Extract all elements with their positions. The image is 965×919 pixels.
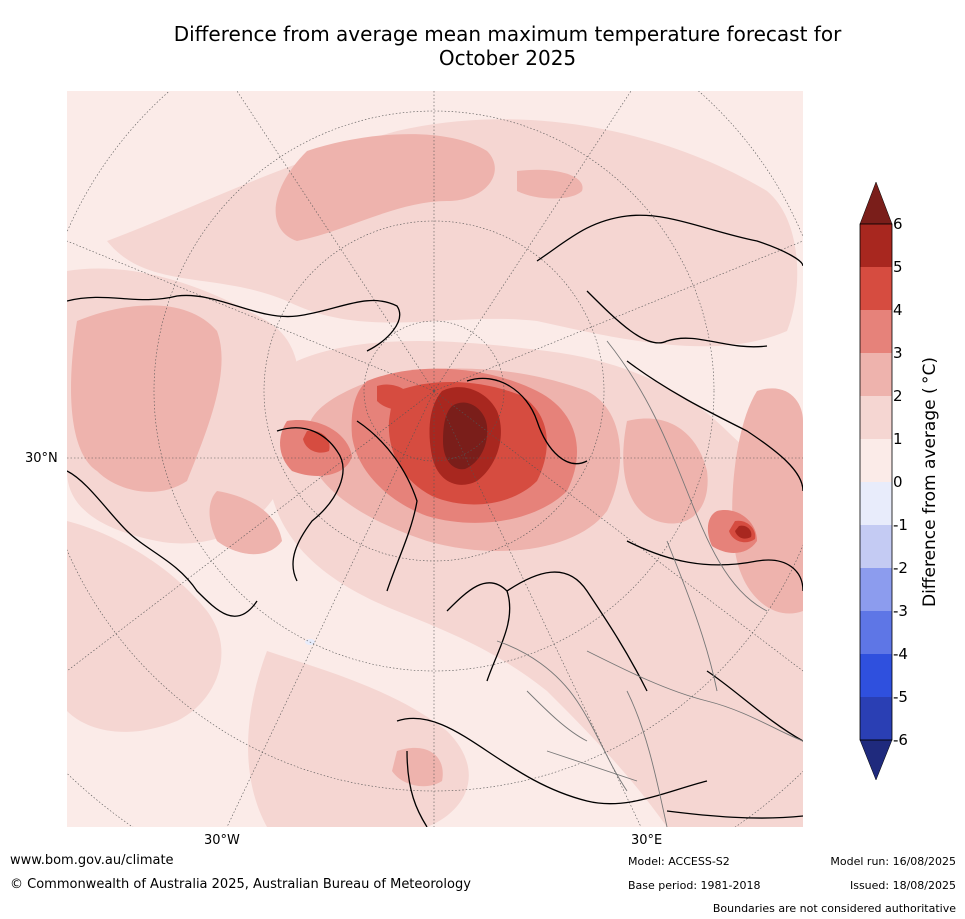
anomaly-over-6-regions bbox=[443, 402, 488, 470]
country-borders bbox=[496, 340, 803, 827]
footer-disclaimer: Boundaries are not considered authoritat… bbox=[712, 902, 956, 915]
colorbar-band-m5-m6 bbox=[860, 697, 892, 740]
colorbar-tick-m2: -2 bbox=[893, 559, 908, 577]
colorbar-band-m1-m2 bbox=[860, 525, 892, 568]
colorbar-band-1-0 bbox=[860, 439, 892, 482]
colorbar-tick-m5: -5 bbox=[893, 688, 908, 706]
colorbar-tick-0: 0 bbox=[893, 473, 903, 491]
colorbar-tick-4: 4 bbox=[893, 301, 903, 319]
colorbar-band-m3-m4 bbox=[860, 611, 892, 654]
footer-copyright: © Commonwealth of Australia 2025, Austra… bbox=[10, 877, 471, 892]
map-title: Difference from average mean maximum tem… bbox=[100, 22, 915, 70]
colorbar-tick-m3: -3 bbox=[893, 602, 908, 620]
colorbar-band-6-5 bbox=[860, 224, 892, 267]
colorbar-band-2-1 bbox=[860, 396, 892, 439]
colorbar-frame bbox=[859, 223, 893, 741]
colorbar-band-0-m1 bbox=[860, 482, 892, 525]
map-svg bbox=[67, 91, 803, 827]
footer-url[interactable]: www.bom.gov.au/climate bbox=[10, 853, 174, 868]
title-line-1: Difference from average mean maximum tem… bbox=[173, 22, 842, 46]
colorbar-tick-3: 3 bbox=[893, 344, 903, 362]
colorbar-tick-m1: -1 bbox=[893, 516, 908, 534]
colorbar-band-m2-m3 bbox=[860, 568, 892, 611]
colorbar-tick-m4: -4 bbox=[893, 645, 908, 663]
colorbar-band-3-2 bbox=[860, 353, 892, 396]
graticule bbox=[67, 91, 803, 827]
colorbar-band-4-3 bbox=[860, 310, 892, 353]
colorbar-tick-1: 1 bbox=[893, 430, 903, 448]
footer-model: Model: ACCESS-S2 bbox=[628, 855, 730, 868]
colorbar-tick-2: 2 bbox=[893, 387, 903, 405]
lat-label-30n: 30°N bbox=[25, 451, 58, 466]
colorbar-tick-6: 6 bbox=[893, 215, 903, 233]
footer-base-period: Base period: 1981-2018 bbox=[628, 879, 761, 892]
lon-label-30e: 30°E bbox=[631, 833, 663, 848]
title-line-2: October 2025 bbox=[438, 46, 577, 70]
footer-issued: Issued: 18/08/2025 bbox=[849, 879, 956, 892]
colorbar bbox=[858, 180, 918, 785]
colorbar-label: Difference from average ( °C) bbox=[920, 356, 940, 608]
footer-model-run: Model run: 16/08/2025 bbox=[830, 855, 956, 868]
colorbar-svg bbox=[859, 181, 893, 781]
coastlines bbox=[67, 214, 803, 827]
forecast-map[interactable] bbox=[67, 91, 803, 827]
colorbar-band-5-4 bbox=[860, 267, 892, 310]
colorbar-tick-5: 5 bbox=[893, 258, 903, 276]
colorbar-band-m4-m5 bbox=[860, 654, 892, 697]
colorbar-under-arrow bbox=[859, 739, 893, 781]
colorbar-over-arrow bbox=[859, 181, 893, 225]
lon-label-30w: 30°W bbox=[204, 833, 240, 848]
colorbar-tick-m6: -6 bbox=[893, 731, 908, 749]
